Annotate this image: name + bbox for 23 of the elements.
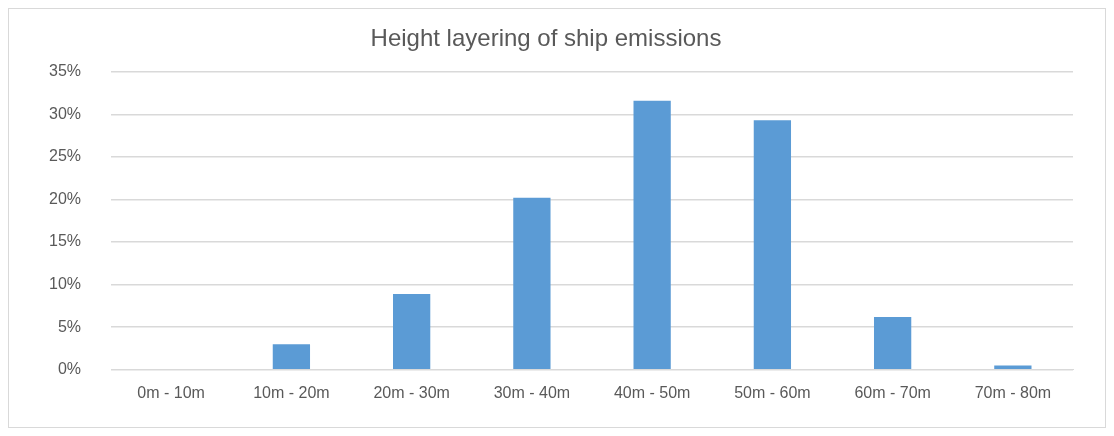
x-tick-label: 20m - 30m	[373, 383, 450, 401]
bar	[753, 120, 792, 370]
x-tick-label: 10m - 20m	[253, 383, 330, 401]
y-tick-label: 25%	[48, 147, 82, 165]
y-tick-label: 15%	[48, 232, 82, 250]
y-tick-label: 30%	[48, 104, 82, 122]
bar	[633, 100, 671, 370]
y-tick-label: 35%	[48, 62, 82, 80]
chart-title: Height layering of ship emissions	[370, 24, 722, 52]
x-tick-label: 30m - 40m	[493, 383, 571, 401]
y-tick-label: 10%	[48, 275, 82, 293]
x-tick-label: 0m - 10m	[137, 383, 205, 401]
bar	[873, 317, 912, 370]
bar	[272, 344, 311, 370]
y-tick-label: 0%	[57, 360, 82, 378]
y-tick-label: 5%	[57, 317, 82, 335]
x-tick-label: 70m - 80m	[974, 383, 1052, 401]
bar	[513, 197, 551, 370]
y-tick-label: 20%	[48, 189, 82, 207]
x-tick-label: 50m - 60m	[734, 383, 811, 401]
x-tick-label: 60m - 70m	[854, 383, 931, 401]
bar	[393, 294, 431, 370]
x-tick-label: 40m - 50m	[613, 383, 691, 401]
